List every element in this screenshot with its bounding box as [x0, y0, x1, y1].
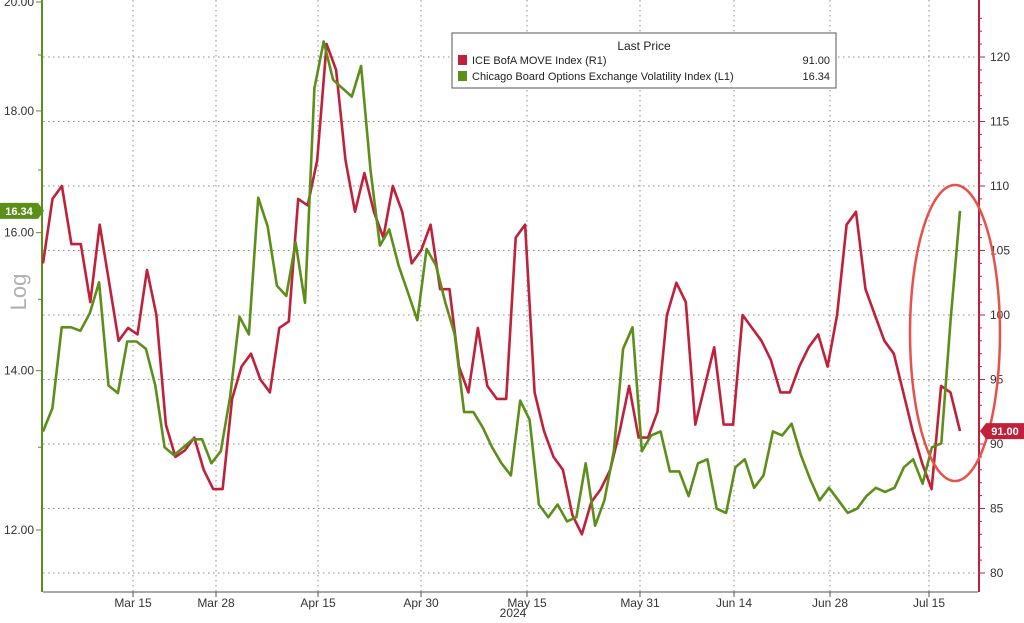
legend-box — [451, 32, 837, 89]
year-label: 2024 — [500, 606, 527, 620]
last-value-flags: 91.00 16.34 — [0, 202, 1024, 440]
grid-layer — [43, 0, 978, 592]
x-tick-label: May 31 — [620, 596, 660, 610]
series-line-vix — [41, 40, 962, 528]
flag-move-label: 91.00 — [991, 426, 1019, 438]
left-tick-label: 14.00 — [4, 364, 34, 378]
left-tick-label: 16.00 — [4, 226, 34, 240]
legend-label-move: ICE BofA MOVE Index (R1) — [472, 55, 607, 67]
x-tick-label: Mar 15 — [114, 596, 152, 610]
x-tick-label: Apr 30 — [403, 596, 439, 610]
legend-swatch-vix — [458, 71, 467, 81]
series-line-move — [41, 42, 962, 536]
legend: Last Price ICE BofA MOVE Index (R1) 91.0… — [451, 32, 837, 89]
right-tick-label: 90 — [990, 437, 1004, 451]
x-tick-label: Mar 28 — [197, 596, 235, 610]
x-tick-label: Jun 28 — [812, 596, 848, 610]
right-tick-label: 115 — [990, 115, 1009, 129]
x-tick-label: Jul 15 — [913, 596, 945, 610]
legend-title: Last Price — [617, 39, 671, 53]
y-scale-label: Log — [6, 274, 31, 311]
axes-layer: 12.0014.0016.0018.0020.00808590951001051… — [4, 0, 1010, 610]
right-tick-label: 110 — [990, 179, 1009, 193]
left-tick-label: 20.00 — [4, 0, 34, 9]
x-tick-label: Apr 15 — [300, 596, 336, 610]
flag-vix-shape — [0, 202, 44, 219]
series-layer — [41, 40, 962, 536]
left-tick-label: 18.00 — [4, 104, 34, 118]
left-tick-label: 12.00 — [4, 523, 34, 537]
flag-move-shape — [980, 423, 1024, 440]
right-tick-label: 85 — [990, 502, 1004, 516]
flag-vix-label: 16.34 — [5, 206, 33, 218]
highlight-ellipse — [908, 183, 1002, 483]
flag-vix: 16.34 — [0, 202, 44, 219]
flag-move: 91.00 — [980, 423, 1024, 440]
x-tick-label: Jun 14 — [716, 596, 752, 610]
legend-swatch-move — [458, 55, 467, 65]
legend-value-vix: 16.34 — [802, 71, 830, 83]
legend-value-move: 91.00 — [802, 55, 830, 67]
right-tick-label: 120 — [990, 50, 1010, 64]
legend-label-vix: Chicago Board Options Exchange Volatilit… — [472, 71, 734, 83]
right-tick-label: 80 — [990, 566, 1004, 580]
x-tick-label: May 15 — [507, 596, 547, 610]
right-tick-label: 105 — [990, 244, 1010, 258]
